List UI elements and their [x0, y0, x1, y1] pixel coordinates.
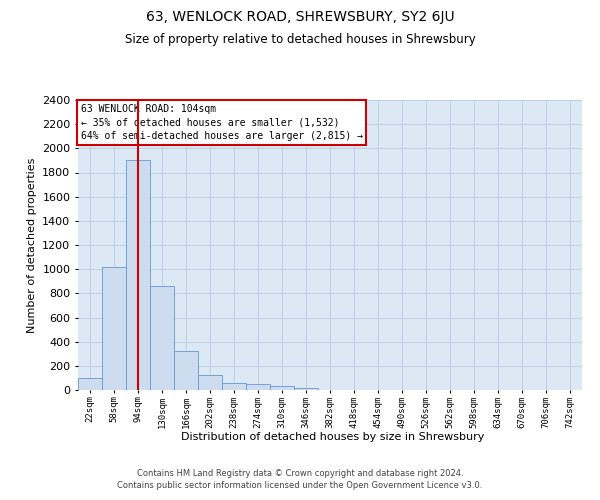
Text: 63, WENLOCK ROAD, SHREWSBURY, SY2 6JU: 63, WENLOCK ROAD, SHREWSBURY, SY2 6JU	[146, 10, 454, 24]
Text: Size of property relative to detached houses in Shrewsbury: Size of property relative to detached ho…	[125, 32, 475, 46]
Bar	[150, 286, 174, 390]
Bar	[126, 160, 150, 390]
Text: 63 WENLOCK ROAD: 104sqm
← 35% of detached houses are smaller (1,532)
64% of semi: 63 WENLOCK ROAD: 104sqm ← 35% of detache…	[80, 104, 362, 141]
Bar	[222, 383, 246, 390]
Bar	[246, 384, 270, 390]
Bar	[78, 378, 102, 390]
Bar	[102, 267, 126, 390]
Bar	[270, 386, 294, 390]
Bar	[174, 352, 198, 390]
Bar	[198, 375, 222, 390]
Y-axis label: Number of detached properties: Number of detached properties	[26, 158, 37, 332]
Bar	[294, 388, 318, 390]
Text: Contains HM Land Registry data © Crown copyright and database right 2024.
Contai: Contains HM Land Registry data © Crown c…	[118, 468, 482, 490]
Text: Distribution of detached houses by size in Shrewsbury: Distribution of detached houses by size …	[181, 432, 485, 442]
